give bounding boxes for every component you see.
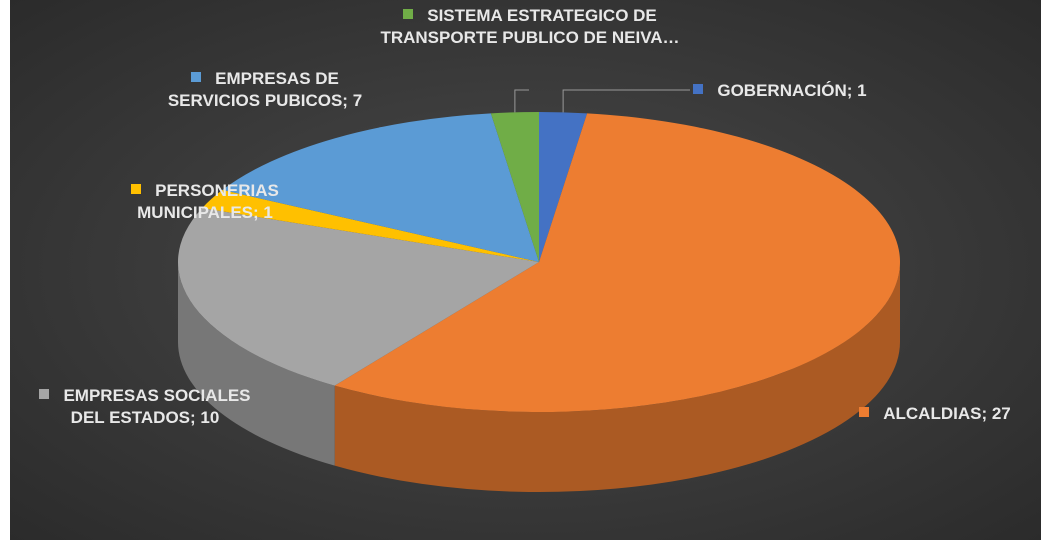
slice bbox=[490, 112, 539, 262]
slice-side bbox=[178, 262, 335, 466]
separator: ; bbox=[190, 408, 201, 427]
legend-key bbox=[131, 184, 142, 194]
slice bbox=[334, 113, 900, 413]
separator: ; bbox=[342, 91, 353, 110]
leader-line bbox=[514, 89, 529, 113]
value-label: 10 bbox=[200, 408, 220, 427]
legend-key bbox=[403, 9, 414, 19]
value-label: 1 bbox=[857, 81, 867, 100]
data-label: EMPRESAS DE SERVICIOS PUBICOS; 7 bbox=[150, 68, 380, 112]
legend-key bbox=[191, 72, 202, 82]
separator: ; bbox=[253, 203, 264, 222]
slice-side bbox=[334, 262, 900, 492]
value-label: 1 bbox=[263, 203, 273, 222]
data-label: SISTEMA ESTRATEGICO DE TRANSPORTE PUBLIC… bbox=[365, 5, 695, 49]
legend-key bbox=[39, 389, 50, 399]
slice bbox=[177, 208, 539, 386]
pie-area bbox=[177, 89, 900, 492]
legend-key bbox=[693, 84, 704, 94]
legend-key bbox=[859, 407, 870, 417]
value-label: 7 bbox=[352, 91, 363, 110]
separator: ; bbox=[981, 404, 992, 423]
category-label: EMPRESAS SOCIALES DEL ESTADOS bbox=[63, 386, 251, 427]
category-label: EMPRESAS DE SERVICIOS PUBICOS bbox=[167, 69, 343, 110]
category-label: ALCALDIAS bbox=[883, 404, 982, 423]
separator: ; bbox=[846, 81, 858, 100]
leader-line bbox=[562, 89, 690, 113]
slice bbox=[202, 189, 539, 262]
data-label: ALCALDIAS; 27 bbox=[825, 403, 1041, 425]
chart: GOBERNACIÓN; 1 ALCALDIAS; 27 EMPRESAS SOCI… bbox=[10, 0, 1041, 540]
data-label: EMPRESAS SOCIALES DEL ESTADOS; 10 bbox=[30, 385, 260, 429]
data-label: PERSONERIAS MUNICIPALES; 1 bbox=[80, 180, 330, 224]
slice bbox=[222, 113, 539, 262]
category-label: SISTEMA ESTRATEGICO DE TRANSPORTE PUBLIC… bbox=[380, 6, 680, 47]
slice bbox=[539, 112, 588, 262]
category-label: PERSONERIAS MUNICIPALES bbox=[137, 181, 279, 222]
data-label: GOBERNACIÓN; 1 bbox=[690, 80, 870, 102]
category-label: GOBERNACIÓN bbox=[717, 81, 847, 100]
value-label: 27 bbox=[991, 404, 1011, 423]
